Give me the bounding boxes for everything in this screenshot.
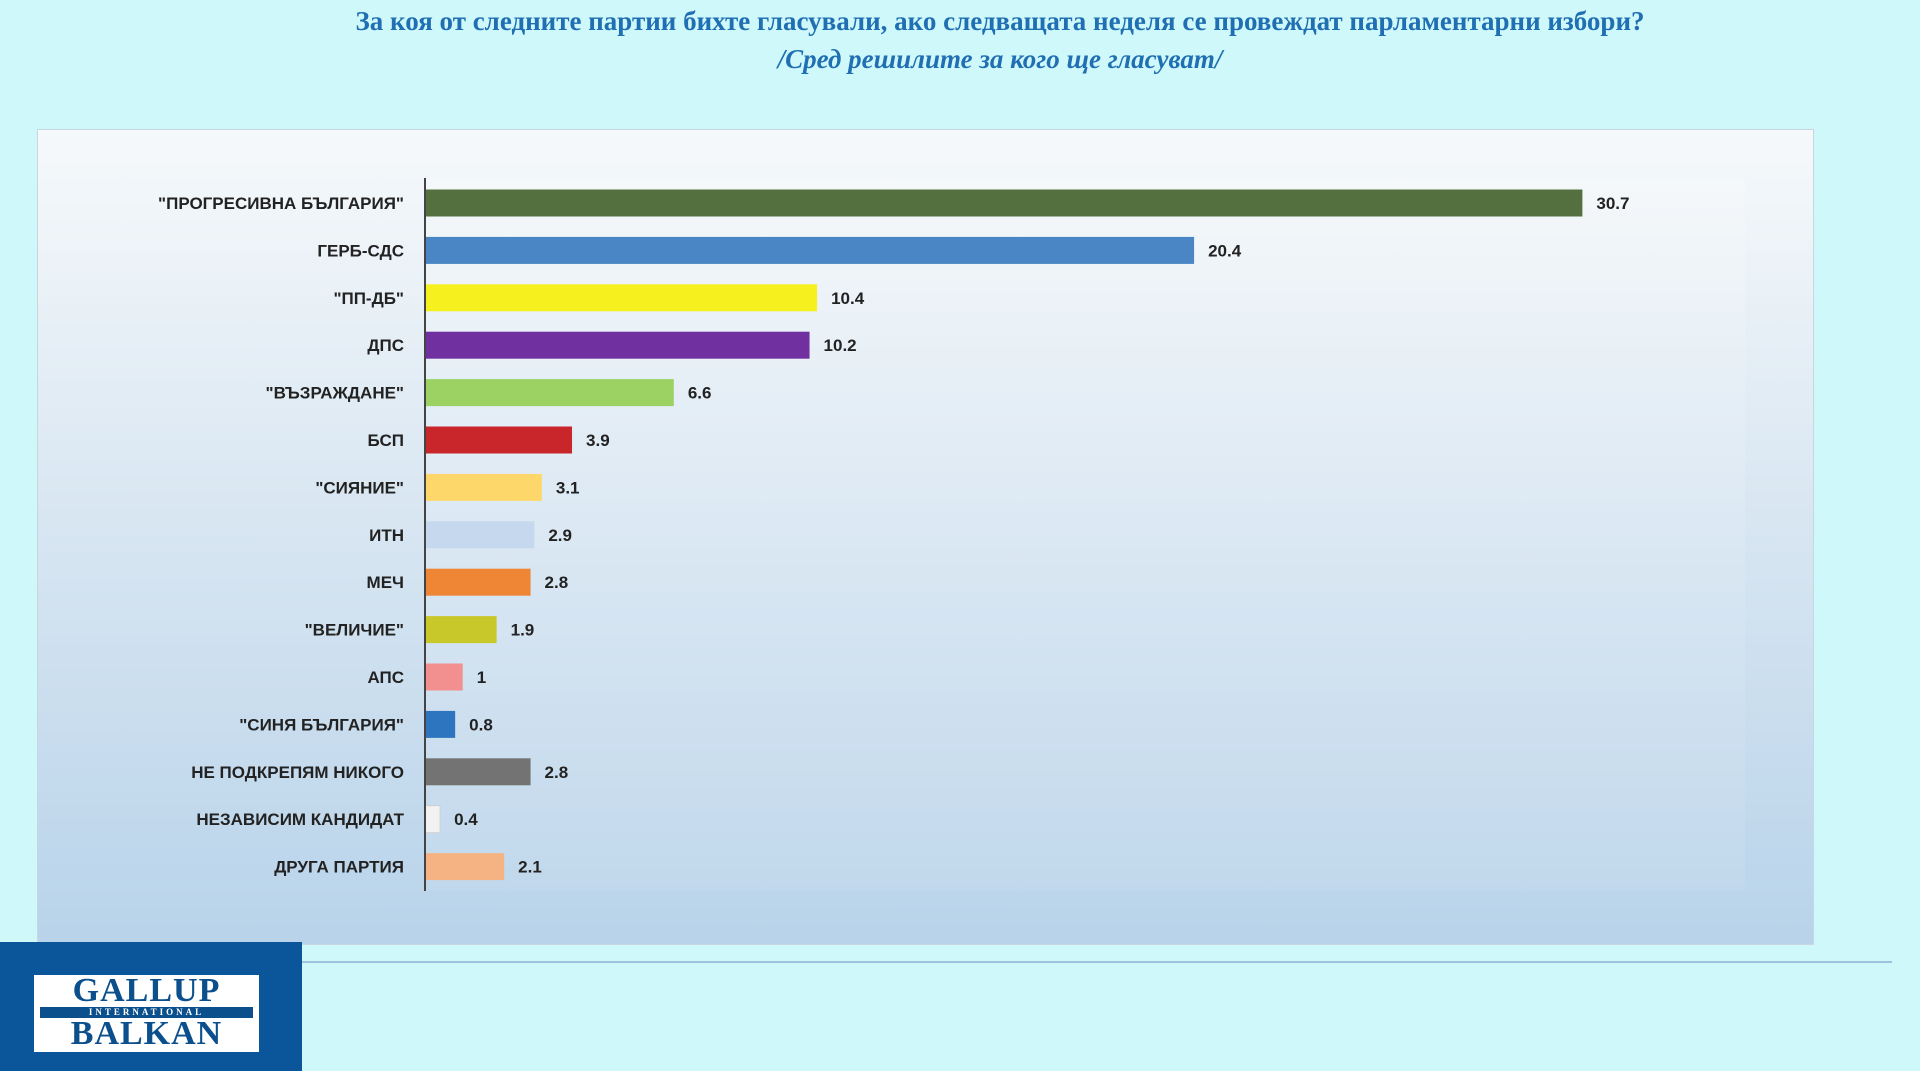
category-label: НЕЗАВИСИМ КАНДИДАТ — [196, 810, 404, 829]
value-label: 30.7 — [1596, 194, 1629, 213]
value-label: 1 — [477, 668, 486, 687]
value-label: 20.4 — [1208, 241, 1242, 260]
bar — [425, 284, 818, 312]
value-label: 3.1 — [556, 478, 580, 497]
bar — [425, 568, 531, 596]
value-label: 0.8 — [469, 715, 493, 734]
value-label: 6.6 — [688, 384, 712, 403]
category-label: "ВЕЛИЧИЕ" — [305, 621, 404, 640]
bar — [425, 710, 456, 738]
category-label: ИТН — [369, 526, 404, 545]
logo-line-3: BALKAN — [70, 1015, 223, 1052]
category-label: ГЕРБ-СДС — [317, 241, 404, 260]
value-label: 1.9 — [511, 621, 535, 640]
bar — [425, 758, 531, 786]
bar — [424, 805, 441, 834]
value-label: 3.9 — [586, 431, 610, 450]
category-label: ДПС — [367, 336, 404, 355]
chart-title: За коя от следните партии бихте гласувал… — [355, 6, 1645, 36]
bar — [425, 521, 535, 549]
value-label: 2.8 — [545, 573, 569, 592]
value-label: 0.4 — [454, 810, 478, 829]
bar — [425, 331, 810, 359]
divider — [302, 961, 1892, 963]
logo-line-2: INTERNATIONAL — [40, 1007, 253, 1018]
bar — [425, 663, 463, 691]
bar — [425, 426, 573, 454]
bar — [425, 473, 542, 501]
category-label: "СИНЯ БЪЛГАРИЯ" — [239, 715, 404, 734]
category-label: ДРУГА ПАРТИЯ — [274, 858, 404, 877]
value-label: 2.8 — [545, 763, 569, 782]
category-label: НЕ ПОДКРЕПЯМ НИКОГО — [191, 763, 404, 782]
category-label: "ПРОГРЕСИВНА БЪЛГАРИЯ" — [158, 194, 404, 213]
chart-subtitle: /Сред решилите за кого ще гласуват/ — [777, 44, 1223, 74]
value-label: 2.9 — [548, 526, 572, 545]
category-label: "ВЪЗРАЖДАНЕ" — [266, 384, 404, 403]
bar — [425, 616, 497, 644]
bar — [425, 189, 1583, 217]
gallup-logo: GALLUP INTERNATIONAL BALKAN — [0, 942, 302, 1071]
category-label: БСП — [368, 431, 405, 450]
value-label: 10.4 — [831, 289, 865, 308]
logo-line-1: GALLUP — [72, 972, 221, 1009]
bar — [425, 379, 674, 407]
category-label: "ПП-ДБ" — [333, 289, 404, 308]
category-label: АПС — [367, 668, 404, 687]
category-label: "СИЯНИЕ" — [315, 478, 404, 497]
value-label: 2.1 — [518, 858, 542, 877]
bar — [425, 236, 1195, 264]
bar — [425, 853, 505, 881]
value-label: 10.2 — [824, 336, 857, 355]
category-label: МЕЧ — [367, 573, 404, 592]
